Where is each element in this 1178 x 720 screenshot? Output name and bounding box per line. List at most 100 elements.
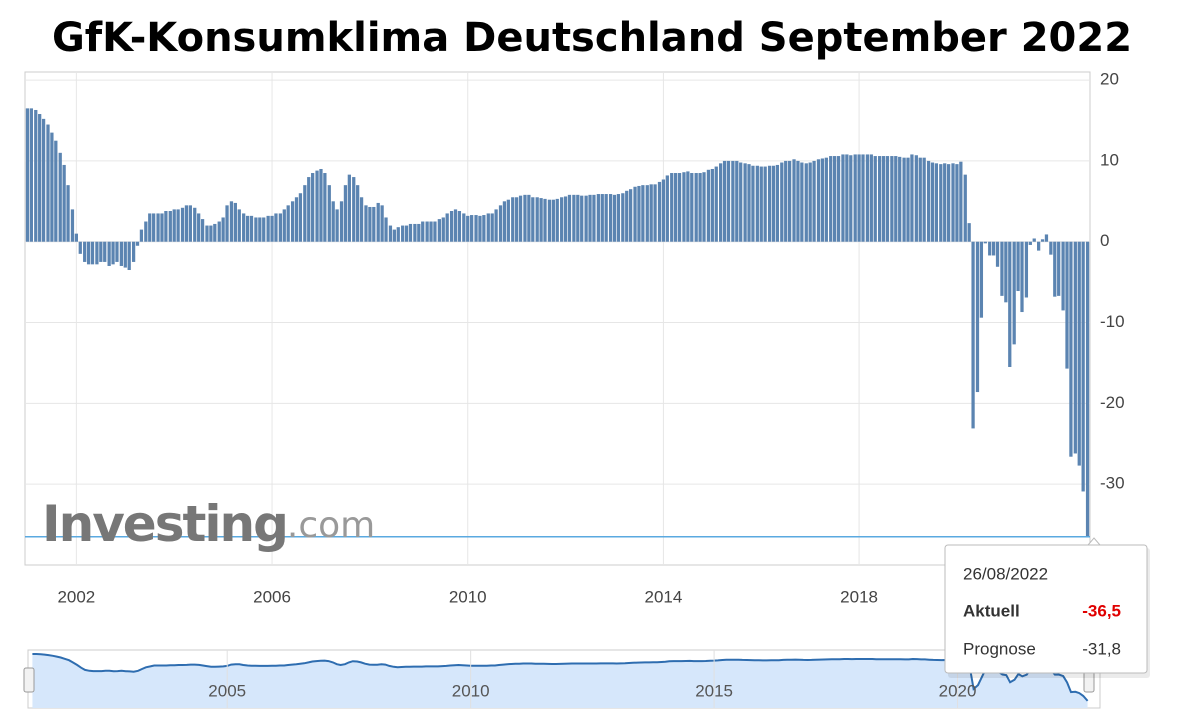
bar [939,164,943,242]
tooltip-label: Aktuell [963,601,1020,620]
bar [221,217,225,242]
bar [54,140,58,242]
bar [841,154,845,242]
bar [743,163,747,242]
bar [836,156,841,242]
bar [698,173,702,242]
bar [34,109,38,242]
bar [1040,239,1045,242]
watermark-suffix: .com [287,505,375,546]
bar [376,202,380,242]
bar [576,194,580,242]
bar [804,163,808,242]
bar [580,195,584,242]
bar [543,198,547,242]
bar [616,194,621,242]
bar [401,225,405,242]
bar [437,219,441,242]
bar [812,160,816,242]
bar [233,202,237,242]
bar [490,213,494,242]
bar [319,168,323,242]
bar [649,184,653,242]
bar [139,229,144,242]
bar [906,157,910,242]
bar [193,207,197,242]
bar [771,165,776,242]
x-tick-label: 2018 [840,587,878,606]
bar [653,184,657,242]
bar [975,241,980,393]
tooltip-value: -31,8 [1082,639,1121,658]
tooltip-box [944,544,1148,674]
bar [930,162,935,242]
bar [567,194,572,242]
bar [368,206,372,242]
bar [1037,241,1041,251]
bar [311,173,315,242]
bar [356,185,360,242]
bar [466,215,470,242]
bar [829,156,833,242]
bar [596,194,600,242]
bar [229,201,234,242]
bar [307,177,311,242]
bar [1032,238,1036,242]
bar [148,213,152,242]
bar [266,215,270,242]
bar [710,168,714,242]
bar [1016,241,1020,292]
bar [449,211,454,242]
bar [873,156,877,242]
bar [70,209,75,242]
bar [637,185,641,242]
bar [392,229,396,242]
bar [983,241,987,244]
bar [547,199,552,242]
y-tick-label: -30 [1100,474,1125,493]
bar [95,241,99,265]
bar [1057,241,1061,296]
bar [474,215,478,242]
bar [633,186,637,242]
bar [298,193,303,242]
bar [763,166,767,242]
bar [482,215,486,242]
bar [83,241,87,262]
bar [539,198,543,242]
bar [335,209,339,242]
bar [152,213,156,242]
bar [278,213,282,242]
bar [511,197,515,242]
bar [498,205,503,242]
bar [963,174,967,242]
bar [694,173,698,242]
bar [352,177,356,242]
navigator-tick-label: 2020 [939,681,977,700]
bar [107,241,111,266]
y-tick-label: -20 [1100,393,1125,412]
bar [780,162,784,242]
bar [894,156,898,242]
bar [1053,241,1057,297]
bar [657,181,662,242]
navigator-line [32,653,1089,702]
bar [164,211,168,242]
bar [645,185,649,242]
bar [979,241,984,318]
bar [674,173,678,242]
bar [869,154,873,242]
bar [535,197,539,242]
bar [1081,241,1085,492]
bar [751,165,755,242]
bar [388,225,393,242]
bar [78,241,82,254]
bar [967,223,971,242]
x-tick-label: 2002 [57,587,95,606]
bar [90,241,95,265]
bar [372,206,376,242]
bar [995,241,1000,267]
bar [755,165,759,242]
bar [417,223,421,242]
bar [523,194,527,242]
